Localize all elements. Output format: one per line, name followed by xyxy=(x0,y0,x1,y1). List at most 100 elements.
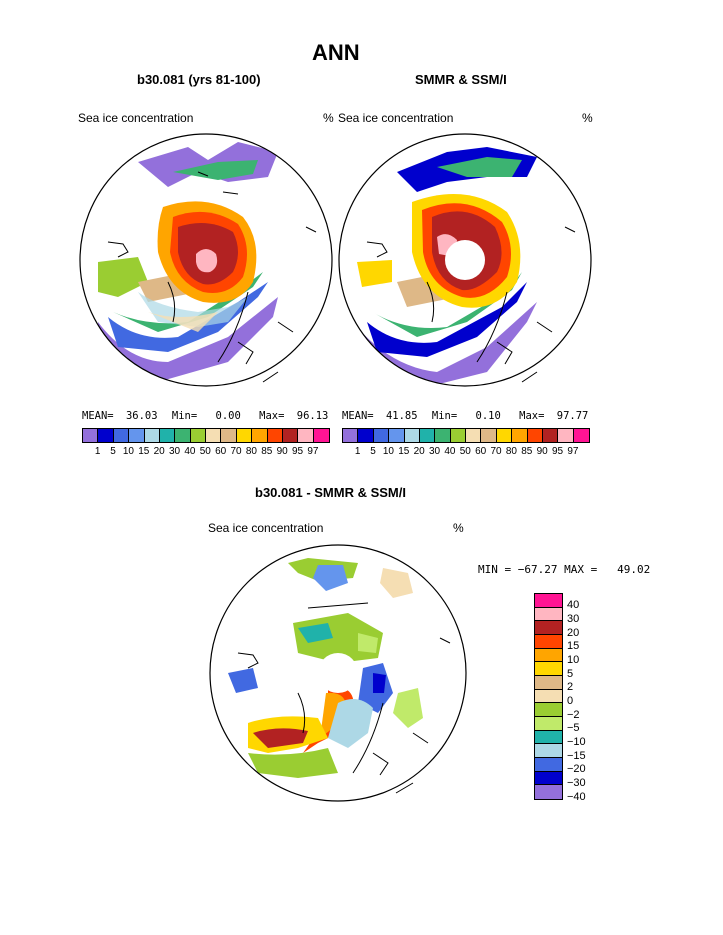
left-stats: MEAN= 36.03 Min= 0.00 Max= 96.13 xyxy=(82,410,328,422)
left-subtitle: b30.081 (yrs 81-100) xyxy=(137,72,261,87)
colorbar-tick-label: 50 xyxy=(459,446,471,457)
colorbar-swatch xyxy=(573,429,589,442)
left-colorbar-ticks: 1 5 10 15 20 30 40 50 60 70 80 85 90 95 97 xyxy=(90,446,336,457)
left-min-label: Min= xyxy=(171,410,198,422)
figure-title: ANN xyxy=(312,40,360,65)
colorbar-swatch xyxy=(542,429,559,442)
colorbar-tick-label: 20 xyxy=(153,446,165,457)
colorbar-tick-label: 5 xyxy=(110,446,116,457)
colorbar-tick-label: 80 xyxy=(505,446,517,457)
colorbar-swatch xyxy=(175,429,191,442)
colorbar-tick-label: 97 xyxy=(567,446,579,457)
diff-colorbar-tick-label: −2 xyxy=(567,708,580,721)
colorbar-swatch xyxy=(389,429,405,442)
right-min-label: Min= xyxy=(431,410,458,422)
colorbar-tick-label: 1 xyxy=(354,446,361,457)
diff-colorbar-tick-label: −15 xyxy=(567,749,586,762)
diff-colorbar-swatch xyxy=(535,648,562,663)
left-max-value: 96.13 xyxy=(296,410,329,422)
right-polar-map xyxy=(338,133,592,387)
colorbar-tick-label: 70 xyxy=(230,446,242,457)
diff-colorbar-tick-label: 20 xyxy=(567,626,580,639)
colorbar-tick-label: 50 xyxy=(199,446,211,457)
colorbar-swatch xyxy=(527,429,543,442)
diff-colorbar-swatch xyxy=(535,689,562,704)
diff-variable-label: Sea ice concentration xyxy=(208,521,324,535)
diff-colorbar-tick-label: 30 xyxy=(567,613,580,626)
colorbar-swatch xyxy=(129,429,145,442)
colorbar-swatch xyxy=(373,429,390,442)
colorbar-swatch xyxy=(466,429,482,442)
colorbar-swatch xyxy=(159,429,176,442)
colorbar-tick-label: 60 xyxy=(475,446,487,457)
diff-colorbar-swatch xyxy=(535,771,562,786)
diff-colorbar-swatch xyxy=(535,607,562,622)
diff-colorbar-swatch xyxy=(535,594,562,608)
colorbar-tick-label: 30 xyxy=(429,446,441,457)
colorbar-tick-label: 60 xyxy=(215,446,227,457)
right-mean-value: 41.85 xyxy=(385,410,418,422)
colorbar-swatch xyxy=(206,429,222,442)
colorbar-tick-label: 20 xyxy=(413,446,425,457)
right-colorbar xyxy=(342,428,590,443)
diff-colorbar xyxy=(534,593,563,800)
diff-colorbar-swatch xyxy=(535,785,562,799)
colorbar-swatch xyxy=(512,429,528,442)
colorbar-tick-label: 30 xyxy=(169,446,181,457)
colorbar-swatch xyxy=(267,429,283,442)
colorbar-tick-label: 95 xyxy=(292,446,304,457)
colorbar-tick-label: 40 xyxy=(184,446,196,457)
right-min-value: 0.10 xyxy=(475,410,501,422)
diff-colorbar-swatch xyxy=(535,621,562,635)
left-mean-value: 36.03 xyxy=(125,410,158,422)
diff-colorbar-swatch xyxy=(535,703,562,717)
colorbar-swatch xyxy=(313,429,329,442)
colorbar-swatch xyxy=(282,429,299,442)
diff-colorbar-swatch xyxy=(535,716,562,731)
diff-minmax: MIN = −67.27 MAX = 49.02 xyxy=(478,563,651,576)
colorbar-tick-label: 5 xyxy=(370,446,376,457)
left-colorbar xyxy=(82,428,330,443)
colorbar-tick-label: 1 xyxy=(94,446,101,457)
colorbar-tick-label: 97 xyxy=(307,446,319,457)
colorbar-swatch xyxy=(558,429,574,442)
right-subtitle: SMMR & SSM/I xyxy=(415,72,507,87)
colorbar-swatch xyxy=(144,429,160,442)
colorbar-tick-label: 70 xyxy=(490,446,502,457)
diff-colorbar-swatch xyxy=(535,744,562,758)
right-max-label: Max= xyxy=(519,410,545,422)
colorbar-swatch xyxy=(404,429,420,442)
diff-colorbar-tick-label: −5 xyxy=(567,722,580,735)
diff-colorbar-tick-label: −40 xyxy=(567,790,586,803)
diff-colorbar-swatch xyxy=(535,634,562,649)
diff-colorbar-tick-label: 0 xyxy=(567,695,574,708)
colorbar-swatch xyxy=(252,429,268,442)
diff-colorbar-tick-label: 5 xyxy=(567,667,574,680)
colorbar-tick-label: 15 xyxy=(398,446,410,457)
colorbar-tick-label: 90 xyxy=(536,446,548,457)
colorbar-swatch xyxy=(221,429,237,442)
colorbar-swatch xyxy=(450,429,466,442)
colorbar-swatch xyxy=(190,429,206,442)
right-colorbar-ticks: 1 5 10 15 20 30 40 50 60 70 80 85 90 95 97 xyxy=(350,446,596,457)
colorbar-swatch xyxy=(298,429,314,442)
diff-colorbar-ticks: 40 30 20 15 10 5 2 0 −2 −5 −10 −15 −20 −30 −40 xyxy=(567,593,607,802)
colorbar-swatch xyxy=(358,429,374,442)
left-variable-label: Sea ice concentration xyxy=(78,111,194,125)
right-stats: MEAN= 41.85 Min= 0.10 Max= 97.77 xyxy=(342,410,588,422)
colorbar-swatch xyxy=(98,429,114,442)
diff-subtitle: b30.081 - SMMR & SSM/I xyxy=(255,485,406,500)
diff-colorbar-tick-label: −30 xyxy=(567,777,586,790)
left-min-value: 0.00 xyxy=(215,410,241,422)
diff-colorbar-tick-label: 40 xyxy=(567,599,580,612)
colorbar-swatch xyxy=(481,429,497,442)
diff-polar-map xyxy=(209,544,467,802)
left-mean-label: MEAN= xyxy=(82,410,114,422)
colorbar-swatch xyxy=(83,429,99,442)
colorbar-tick-label: 95 xyxy=(552,446,564,457)
diff-colorbar-swatch xyxy=(535,662,562,676)
right-max-value: 97.77 xyxy=(556,410,589,422)
colorbar-tick-label: 40 xyxy=(444,446,456,457)
colorbar-swatch xyxy=(343,429,359,442)
colorbar-tick-label: 80 xyxy=(245,446,257,457)
